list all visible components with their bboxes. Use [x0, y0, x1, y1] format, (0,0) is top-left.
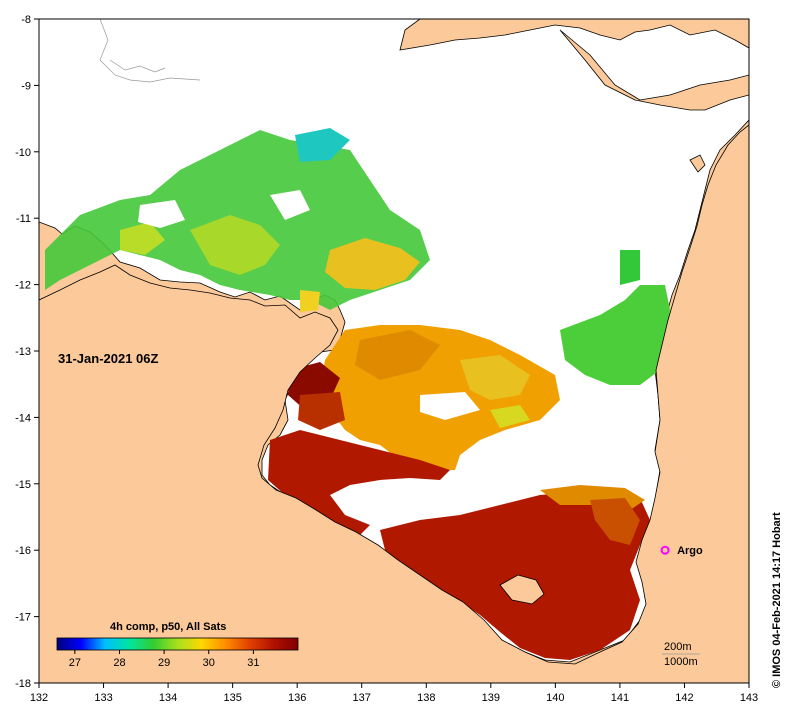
colorbar-tick-label: 30 [203, 657, 215, 669]
colorbar-tick-label: 31 [247, 657, 259, 669]
contour-200m: 200m [664, 641, 692, 653]
y-tick-label: -13 [15, 346, 31, 358]
x-tick-label: 142 [675, 692, 693, 704]
y-tick-label: -10 [15, 147, 31, 159]
y-tick-label: -12 [15, 280, 31, 292]
x-tick-label: 139 [482, 692, 500, 704]
colorbar-title: 4h comp, p50, All Sats [110, 621, 226, 633]
y-tick-label: -8 [21, 14, 31, 26]
y-tick-label: -16 [15, 545, 31, 557]
y-tick-label: -11 [16, 213, 31, 225]
x-tick-label: 141 [611, 692, 629, 704]
x-tick-label: 140 [546, 692, 564, 704]
contour-1000m: 1000m [664, 656, 698, 668]
x-axis: 132 133 134 135 136 137 138 139 140 141 142 143 [30, 683, 758, 704]
contour-legend: 200m 1000m [662, 641, 700, 668]
bathymetry-contours [99, 19, 201, 83]
x-tick-label: 134 [159, 692, 177, 704]
y-tick-label: -17 [15, 612, 31, 624]
argo-label: Argo [677, 545, 703, 557]
x-tick-label: 133 [94, 692, 112, 704]
x-tick-label: 143 [740, 692, 758, 704]
argo-marker-icon [660, 545, 670, 555]
x-tick-label: 135 [223, 692, 241, 704]
x-tick-label: 138 [417, 692, 435, 704]
x-tick-label: 137 [353, 692, 371, 704]
date-label: 31-Jan-2021 06Z [58, 351, 159, 366]
y-tick-label: -18 [15, 678, 31, 690]
credit-text: © IMOS 04-Feb-2021 14:17 Hobart [771, 512, 783, 688]
x-tick-label: 136 [288, 692, 306, 704]
y-tick-label: -9 [21, 80, 31, 92]
sst-data [45, 128, 670, 660]
y-tick-label: -15 [15, 479, 31, 491]
colorbar-tick-label: 28 [113, 657, 125, 669]
colorbar: 4h comp, p50, All Sats 27 28 29 30 31 [56, 621, 299, 669]
colorbar-tick-label: 27 [69, 657, 81, 669]
colorbar-gradient [56, 637, 299, 651]
y-tick-label: -14 [15, 412, 31, 424]
argo-marker: Argo [660, 545, 703, 557]
colorbar-tick-label: 29 [158, 657, 170, 669]
y-axis: -8 -9 -10 -11 -12 -13 -14 -15 -16 -17 -18 [15, 14, 39, 690]
x-tick-label: 132 [30, 692, 48, 704]
